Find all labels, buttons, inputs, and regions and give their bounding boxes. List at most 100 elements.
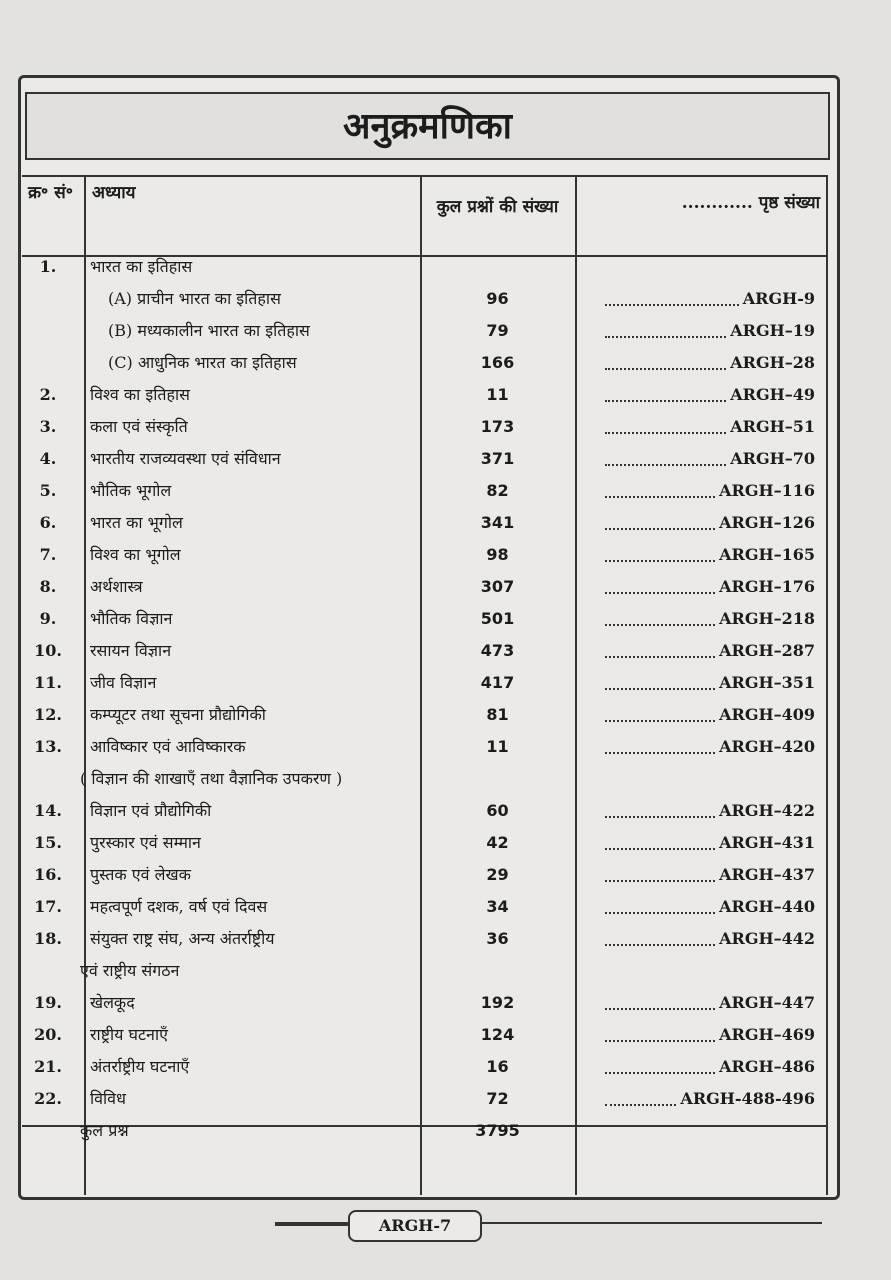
leader — [605, 1008, 716, 1010]
chapter: पुस्तक एवं लेखक — [90, 865, 191, 884]
page-ref-text: ARGH–51 — [730, 417, 815, 436]
page-ref-text: ARGH–486 — [719, 1057, 815, 1076]
leader — [605, 528, 716, 530]
page-ref-text: ARGH–28 — [730, 353, 815, 372]
question-count: 307 — [480, 577, 515, 596]
rule — [420, 175, 422, 1195]
frame — [18, 75, 840, 1200]
serial-no: 13. — [34, 737, 62, 756]
page-ref-text: ARGH–116 — [719, 481, 815, 500]
question-count: 166 — [480, 353, 515, 372]
leader — [605, 304, 739, 306]
chapter: विविध — [90, 1089, 126, 1108]
question-count: 192 — [480, 993, 515, 1012]
page-ref: ARGH–19 — [605, 316, 815, 346]
chapter: भौतिक भूगोल — [90, 481, 172, 500]
serial-no: 11. — [34, 673, 62, 692]
serial-no: 3. — [39, 417, 57, 436]
page-ref-text: ARGH–431 — [719, 833, 815, 852]
rule — [84, 175, 86, 1195]
leader — [605, 1104, 677, 1106]
question-count: 124 — [480, 1025, 515, 1044]
question-count: 79 — [486, 321, 509, 340]
question-count: 60 — [486, 801, 509, 820]
chapter: विज्ञान एवं प्रौद्योगिकी — [90, 801, 212, 820]
question-count: 11 — [486, 737, 509, 756]
chapter: आविष्कार एवं आविष्कारक — [90, 737, 246, 756]
question-count: 473 — [480, 641, 515, 660]
chapter: कम्प्यूटर तथा सूचना प्रौद्योगिकी — [90, 705, 266, 724]
chapter: खेलकूद — [90, 993, 135, 1012]
question-count: 11 — [486, 385, 509, 404]
serial-no: 19. — [34, 993, 62, 1012]
question-count: 173 — [480, 417, 515, 436]
chapter: राष्ट्रीय घटनाएँ — [90, 1025, 168, 1044]
page-ref: ARGH–49 — [605, 380, 815, 410]
page-ref-text: ARGH–70 — [730, 449, 815, 468]
serial-no: 5. — [39, 481, 57, 500]
leader — [605, 464, 727, 466]
page-ref: ARGH–442 — [605, 924, 815, 954]
question-count: 82 — [486, 481, 509, 500]
page-ref-text: ARGH–126 — [719, 513, 815, 532]
leader — [605, 624, 716, 626]
page-ref-text: ARGH-488-496 — [680, 1089, 815, 1108]
serial-no: 4. — [39, 449, 57, 468]
sub-chapter: (B) मध्यकालीन भारत का इतिहास — [108, 321, 310, 340]
page-ref: ARGH–422 — [605, 796, 815, 826]
serial-no: 1. — [39, 257, 57, 276]
question-count: 72 — [486, 1089, 509, 1108]
question-count: 96 — [486, 289, 509, 308]
chapter: अर्थशास्त्र — [90, 577, 143, 596]
page-ref: ARGH–351 — [605, 668, 815, 698]
leader — [605, 496, 716, 498]
question-count: 371 — [480, 449, 515, 468]
page-ref: ARGH–409 — [605, 700, 815, 730]
chapter: संयुक्त राष्ट्र संघ, अन्य अंतर्राष्ट्रीय — [90, 929, 275, 948]
page-ref-text: ARGH–440 — [719, 897, 815, 916]
title: अनुक्रमणिका — [25, 92, 830, 160]
col-header: क्र॰ सं॰ — [28, 183, 73, 203]
serial-no: 16. — [34, 865, 62, 884]
leader — [605, 1040, 716, 1042]
question-count: 98 — [486, 545, 509, 564]
rule — [482, 1222, 822, 1224]
rule — [22, 175, 827, 177]
leader — [605, 368, 727, 370]
leader — [605, 560, 716, 562]
leader — [605, 688, 716, 690]
page-ref: ARGH–447 — [605, 988, 815, 1018]
chapter: महत्वपूर्ण दशक, वर्ष एवं दिवस — [90, 897, 268, 916]
rule — [275, 1222, 348, 1226]
sub-chapter: (C) आधुनिक भारत का इतिहास — [108, 353, 297, 372]
leader — [605, 432, 727, 434]
serial-no: 7. — [39, 545, 57, 564]
total-count: 3795 — [475, 1121, 520, 1140]
question-count: 34 — [486, 897, 509, 916]
chapter: जीव विज्ञान — [90, 673, 157, 692]
question-count: 36 — [486, 929, 509, 948]
page-ref: ARGH–126 — [605, 508, 815, 538]
serial-no: 12. — [34, 705, 62, 724]
serial-no: 15. — [34, 833, 62, 852]
leader — [605, 752, 716, 754]
page-ref-text: ARGH–49 — [730, 385, 815, 404]
page-ref-text: ARGH–422 — [719, 801, 815, 820]
leader — [605, 400, 727, 402]
page-ref: ARGH–218 — [605, 604, 815, 634]
serial-no: 22. — [34, 1089, 62, 1108]
col-header: अध्याय — [92, 183, 136, 203]
serial-no: 21. — [34, 1057, 62, 1076]
rule — [826, 175, 828, 1195]
page-ref: ARGH-488-496 — [605, 1084, 815, 1114]
serial-no: 18. — [34, 929, 62, 948]
chapter: भारत का भूगोल — [90, 513, 183, 532]
col-header: कुल प्रश्नों की संख्या — [436, 197, 559, 217]
serial-no: 10. — [34, 641, 62, 660]
question-count: 341 — [480, 513, 515, 532]
chapter: विश्व का भूगोल — [90, 545, 181, 564]
leader — [605, 656, 716, 658]
leader — [605, 816, 716, 818]
page-ref-text: ARGH–165 — [719, 545, 815, 564]
page-ref: ARGH–176 — [605, 572, 815, 602]
